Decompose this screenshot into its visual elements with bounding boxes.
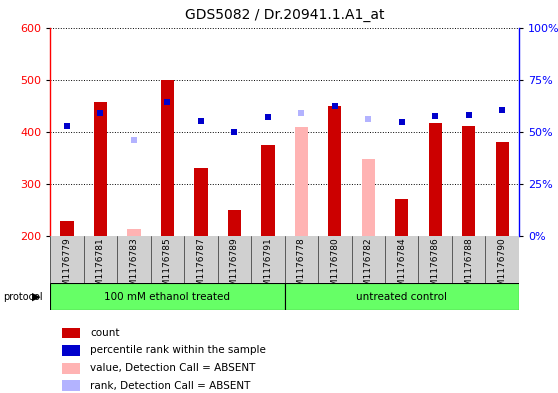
Text: GSM1176783: GSM1176783 xyxy=(129,237,138,298)
Title: GDS5082 / Dr.20941.1.A1_at: GDS5082 / Dr.20941.1.A1_at xyxy=(185,8,384,22)
Bar xyxy=(228,210,241,236)
Bar xyxy=(62,345,80,356)
Text: count: count xyxy=(90,328,119,338)
Bar xyxy=(50,283,285,310)
Text: GSM1176784: GSM1176784 xyxy=(397,237,406,298)
Bar xyxy=(62,363,80,374)
Bar xyxy=(285,283,519,310)
Bar xyxy=(496,142,509,236)
Bar xyxy=(295,127,308,236)
Text: GSM1176782: GSM1176782 xyxy=(364,237,373,298)
Text: 100 mM ethanol treated: 100 mM ethanol treated xyxy=(104,292,230,302)
Bar xyxy=(94,102,107,236)
Text: GSM1176781: GSM1176781 xyxy=(96,237,105,298)
Text: protocol: protocol xyxy=(3,292,42,302)
Bar xyxy=(62,380,80,391)
Text: GSM1176785: GSM1176785 xyxy=(163,237,172,298)
Text: percentile rank within the sample: percentile rank within the sample xyxy=(90,345,266,355)
Text: GSM1176791: GSM1176791 xyxy=(263,237,272,298)
Bar xyxy=(194,168,208,236)
Bar xyxy=(60,221,74,236)
Bar xyxy=(462,127,475,236)
Bar xyxy=(127,229,141,236)
Text: untreated control: untreated control xyxy=(356,292,448,302)
Text: GSM1176786: GSM1176786 xyxy=(431,237,440,298)
Text: GSM1176789: GSM1176789 xyxy=(230,237,239,298)
Text: rank, Detection Call = ABSENT: rank, Detection Call = ABSENT xyxy=(90,380,251,391)
Text: value, Detection Call = ABSENT: value, Detection Call = ABSENT xyxy=(90,364,256,373)
Bar xyxy=(395,199,408,236)
Text: GSM1176780: GSM1176780 xyxy=(330,237,339,298)
Bar xyxy=(261,145,275,236)
Text: ▶: ▶ xyxy=(32,292,40,302)
Text: GSM1176787: GSM1176787 xyxy=(196,237,205,298)
Text: GSM1176778: GSM1176778 xyxy=(297,237,306,298)
Bar xyxy=(161,80,174,236)
Bar xyxy=(429,123,442,236)
Text: GSM1176779: GSM1176779 xyxy=(62,237,71,298)
Text: GSM1176790: GSM1176790 xyxy=(498,237,507,298)
Bar xyxy=(328,106,341,236)
Text: GSM1176788: GSM1176788 xyxy=(464,237,473,298)
Bar xyxy=(62,328,80,338)
Bar xyxy=(362,159,375,236)
